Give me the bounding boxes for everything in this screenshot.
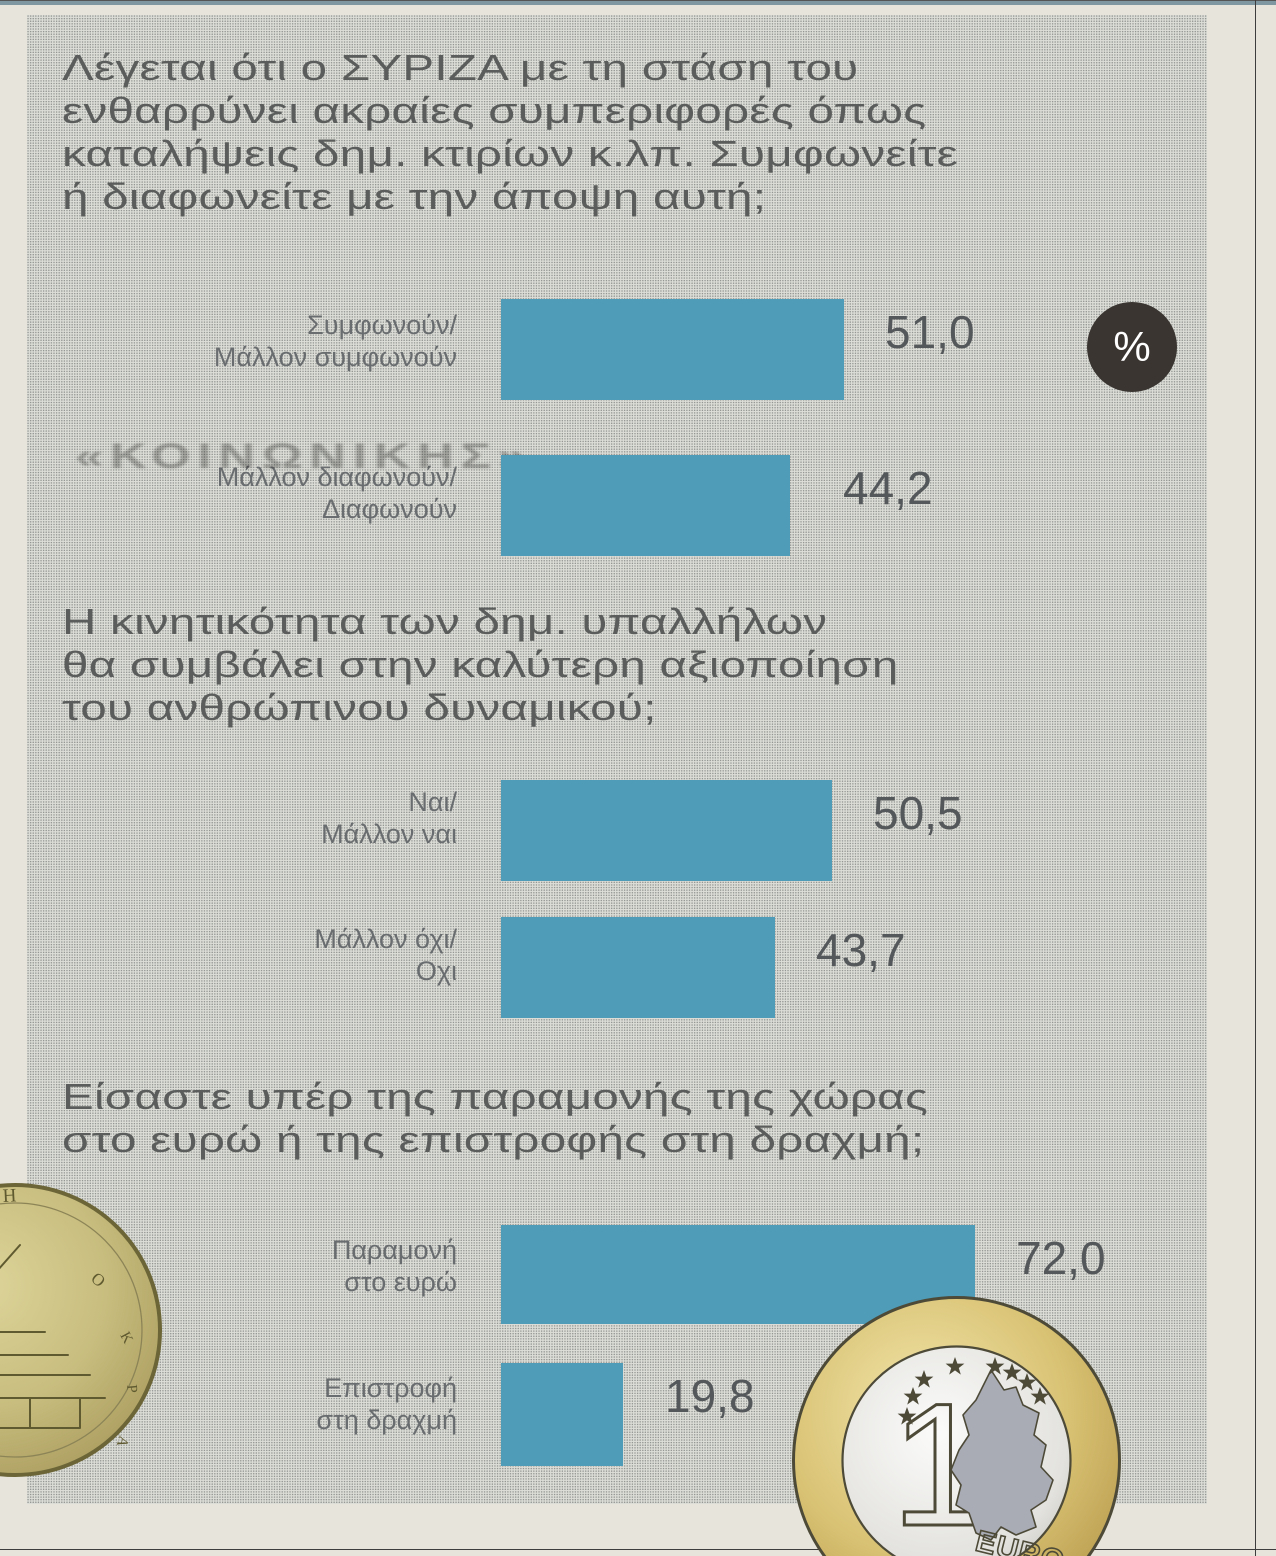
svg-text:Η: Η bbox=[2, 1185, 17, 1207]
svg-text:A: A bbox=[113, 1434, 132, 1449]
svg-text:P: P bbox=[123, 1384, 140, 1394]
